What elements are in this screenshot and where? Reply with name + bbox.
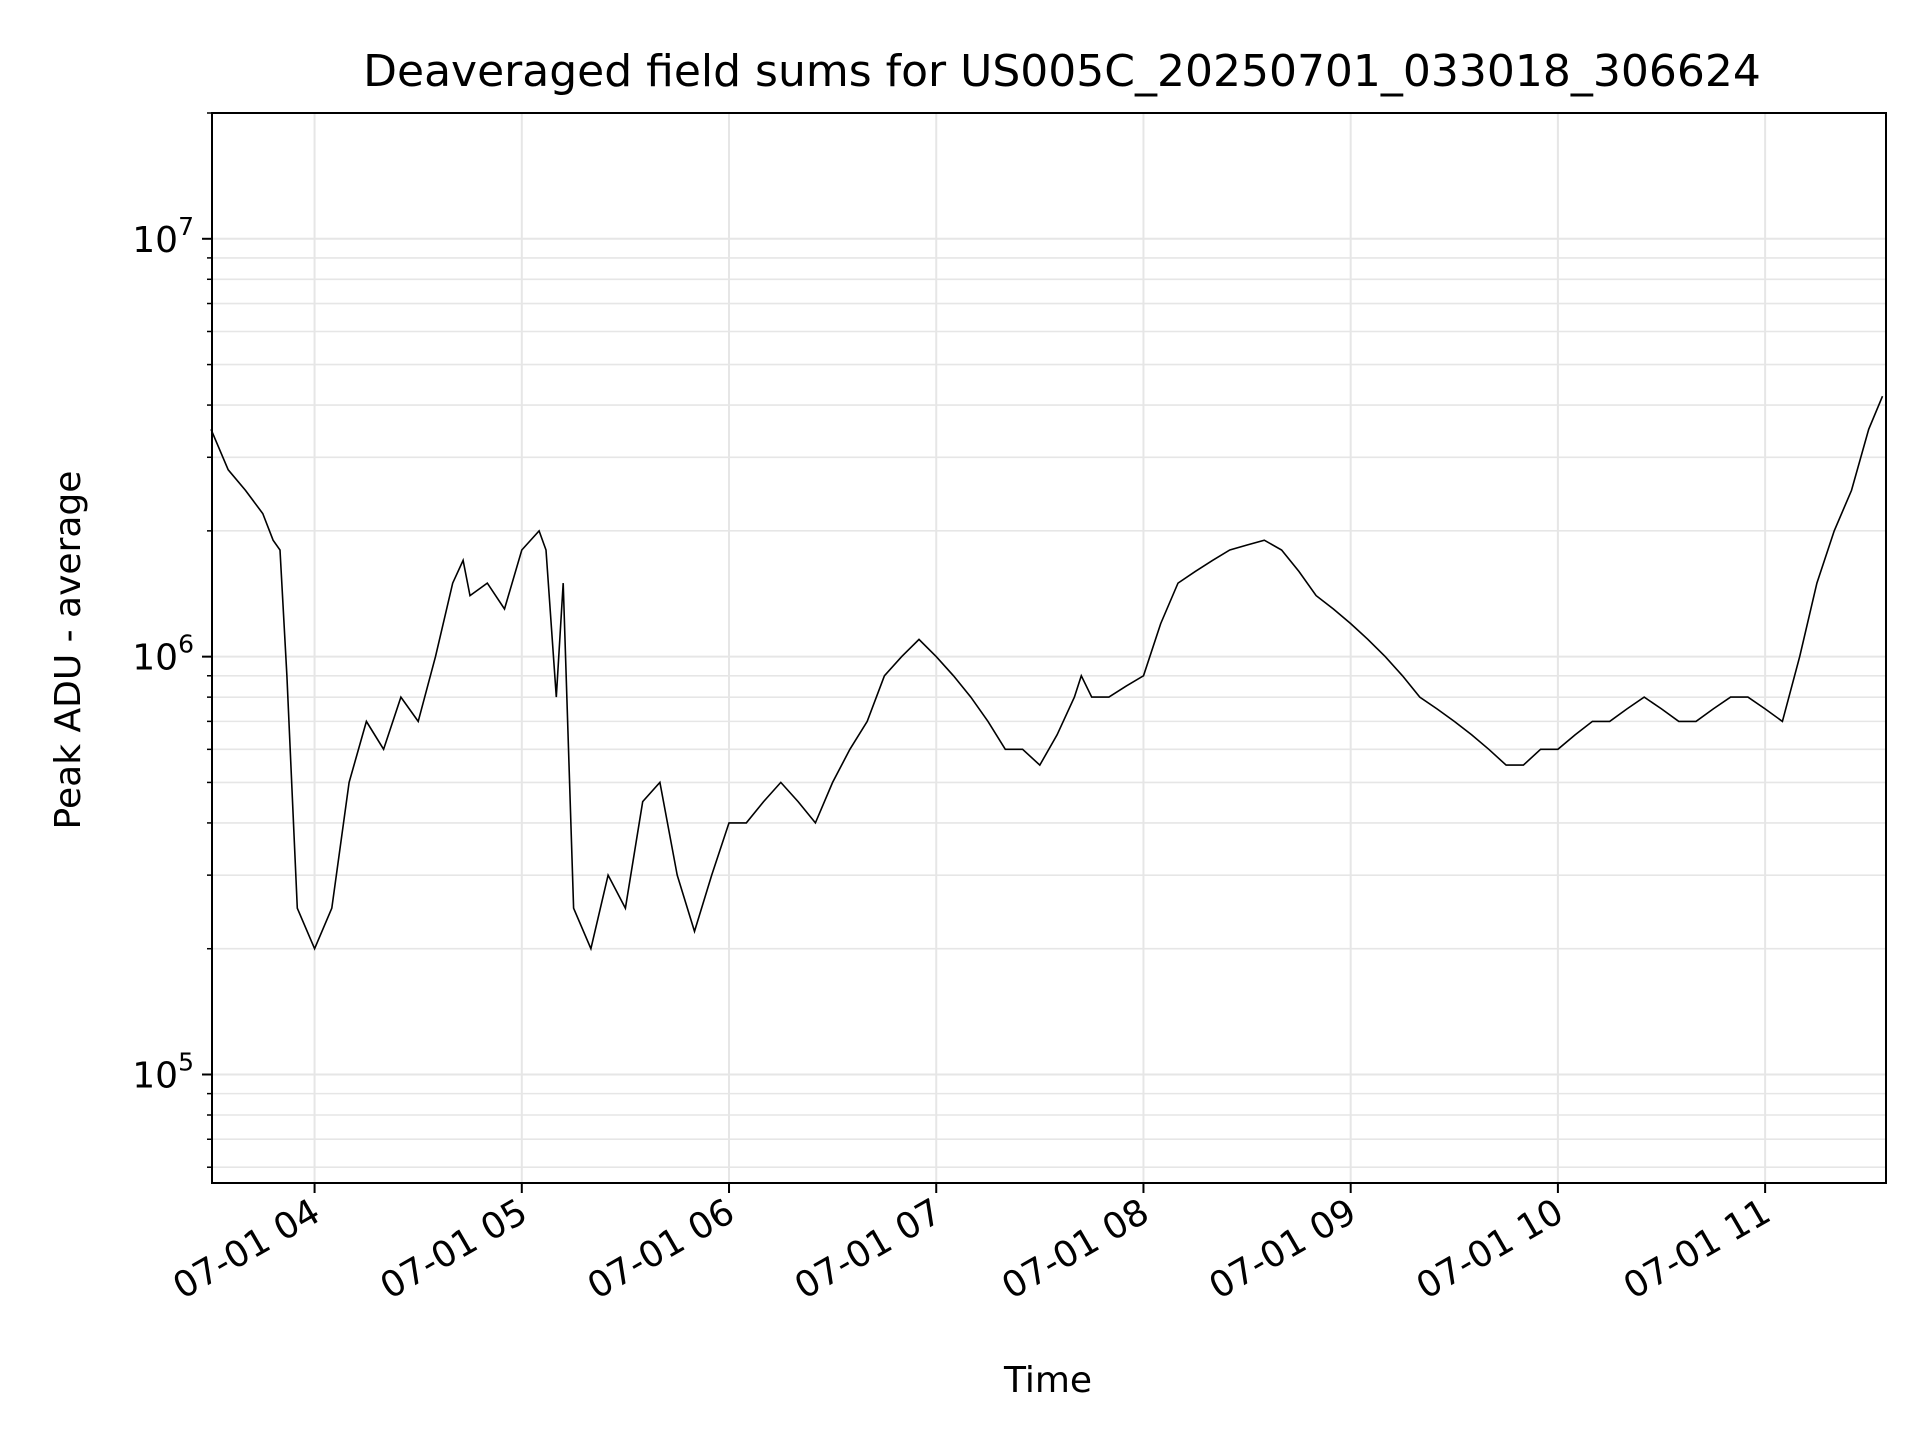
x-axis-label: Time	[1003, 1360, 1092, 1401]
chart-title: Deaveraged field sums for US005C_2025070…	[363, 46, 1761, 97]
y-axis: 105 106 107	[132, 112, 212, 1168]
series-line	[210, 395, 1884, 952]
y-tick-label: 105	[132, 1048, 194, 1097]
y-tick-label: 106	[132, 630, 194, 679]
series-layer	[210, 395, 1884, 952]
plot-frame	[211, 112, 1887, 1184]
y-tick-label: 107	[132, 212, 194, 261]
y-axis-label: Peak ADU - average	[48, 471, 89, 830]
